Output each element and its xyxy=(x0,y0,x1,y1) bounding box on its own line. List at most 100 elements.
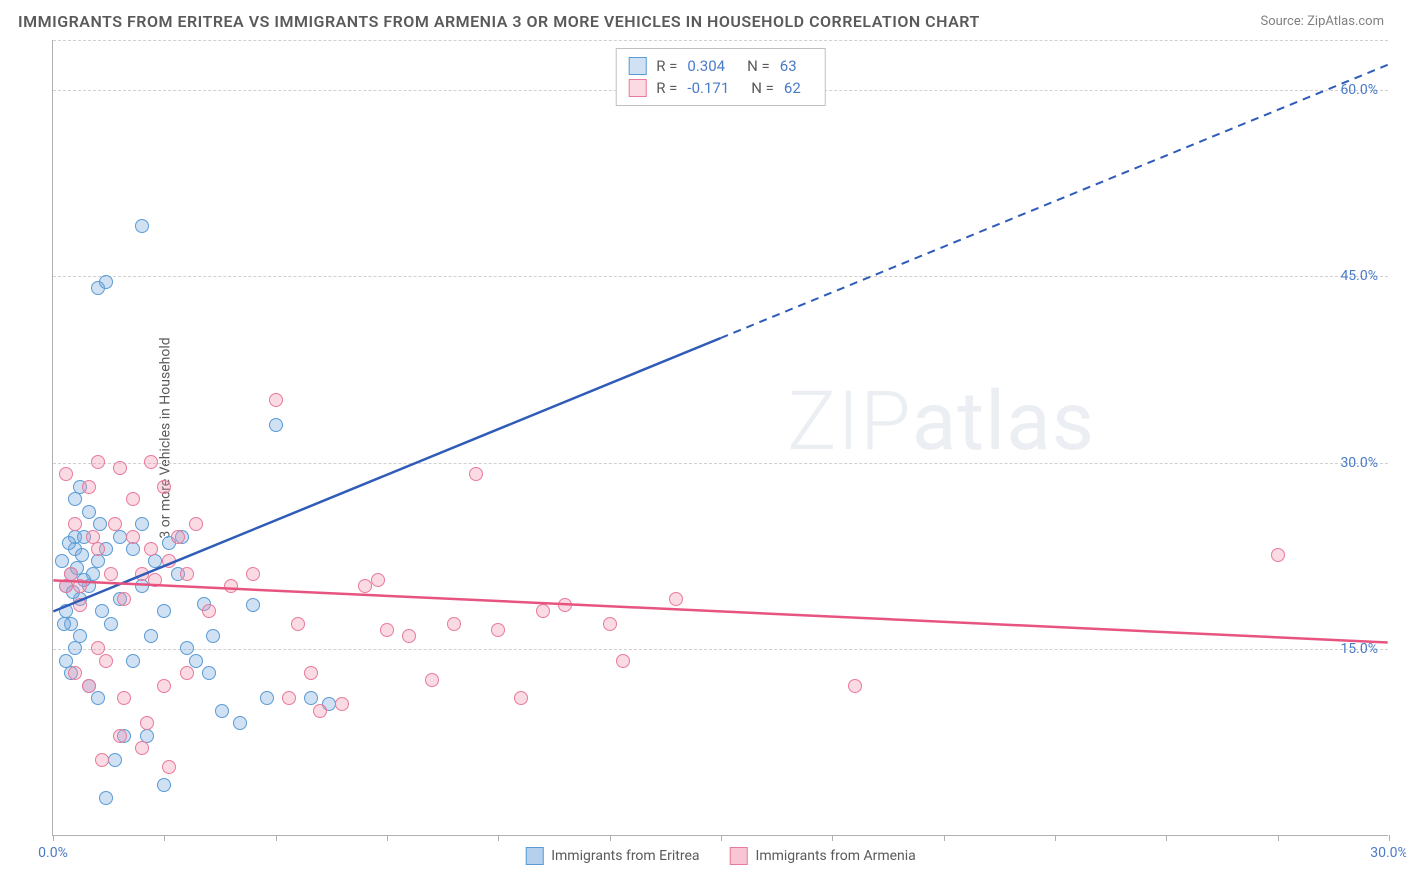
data-point xyxy=(157,778,171,792)
gridline xyxy=(53,40,1388,41)
n-value: 62 xyxy=(784,79,801,97)
data-point xyxy=(99,275,113,289)
x-tick xyxy=(276,835,277,841)
y-tick-label: 45.0% xyxy=(1340,268,1378,284)
data-point xyxy=(491,623,505,637)
data-point xyxy=(82,505,96,519)
n-label: N = xyxy=(751,79,774,97)
chart-title: IMMIGRANTS FROM ERITREA VS IMMIGRANTS FR… xyxy=(18,12,980,31)
x-tick xyxy=(610,835,611,841)
data-point xyxy=(162,760,176,774)
data-point xyxy=(180,641,194,655)
correlation-legend: R = 0.304N = 63R = -0.171N = 62 xyxy=(615,48,826,106)
r-label: R = xyxy=(656,57,677,75)
data-point xyxy=(144,455,158,469)
data-point xyxy=(117,691,131,705)
y-axis-label: 3 or more Vehicles in Household xyxy=(158,337,174,538)
data-point xyxy=(135,741,149,755)
data-point xyxy=(113,461,127,475)
data-point xyxy=(558,598,572,612)
data-point xyxy=(180,666,194,680)
data-point xyxy=(536,604,550,618)
data-point xyxy=(157,480,171,494)
data-point xyxy=(180,567,194,581)
legend-swatch xyxy=(730,847,748,865)
r-value: 0.304 xyxy=(687,57,725,75)
watermark: ZIPatlas xyxy=(787,374,1095,470)
data-point xyxy=(91,554,105,568)
data-point xyxy=(68,492,82,506)
data-point xyxy=(68,666,82,680)
data-point xyxy=(104,617,118,631)
data-point xyxy=(171,530,185,544)
data-point xyxy=(104,567,118,581)
data-point xyxy=(304,666,318,680)
data-point xyxy=(135,567,149,581)
data-point xyxy=(57,617,71,631)
x-tick xyxy=(721,835,722,841)
data-point xyxy=(202,666,216,680)
data-point xyxy=(358,579,372,593)
data-point xyxy=(189,654,203,668)
data-point xyxy=(75,548,89,562)
data-point xyxy=(59,467,73,481)
legend-label: Immigrants from Eritrea xyxy=(551,848,699,864)
data-point xyxy=(157,604,171,618)
data-point xyxy=(140,716,154,730)
x-tick xyxy=(1055,835,1056,841)
data-point xyxy=(95,604,109,618)
data-point xyxy=(269,418,283,432)
x-tick xyxy=(944,835,945,841)
data-point xyxy=(135,219,149,233)
legend-row: R = -0.171N = 62 xyxy=(628,77,813,99)
data-point xyxy=(848,679,862,693)
legend-swatch xyxy=(628,57,646,75)
data-point xyxy=(260,691,274,705)
data-point xyxy=(202,604,216,618)
data-point xyxy=(108,753,122,767)
data-point xyxy=(304,691,318,705)
data-point xyxy=(117,592,131,606)
data-point xyxy=(514,691,528,705)
data-point xyxy=(91,691,105,705)
data-point xyxy=(603,617,617,631)
y-tick-label: 60.0% xyxy=(1340,82,1378,98)
data-point xyxy=(1271,548,1285,562)
x-tick xyxy=(1278,835,1279,841)
x-tick-label: 0.0% xyxy=(38,845,68,861)
data-point xyxy=(126,542,140,556)
legend-item: Immigrants from Eritrea xyxy=(525,847,699,865)
series-legend: Immigrants from EritreaImmigrants from A… xyxy=(525,847,916,865)
data-point xyxy=(86,530,100,544)
data-point xyxy=(380,623,394,637)
data-point xyxy=(148,554,162,568)
data-point xyxy=(126,530,140,544)
data-point xyxy=(291,617,305,631)
data-point xyxy=(469,467,483,481)
data-point xyxy=(162,554,176,568)
r-label: R = xyxy=(656,79,677,97)
data-point xyxy=(73,598,87,612)
data-point xyxy=(99,654,113,668)
data-point xyxy=(335,697,349,711)
data-point xyxy=(126,654,140,668)
data-point xyxy=(95,753,109,767)
data-point xyxy=(91,455,105,469)
data-point xyxy=(447,617,461,631)
x-tick xyxy=(498,835,499,841)
legend-swatch xyxy=(628,79,646,97)
data-point xyxy=(189,517,203,531)
data-point xyxy=(59,579,73,593)
gridline xyxy=(53,463,1388,464)
data-point xyxy=(157,679,171,693)
source-attribution: Source: ZipAtlas.com xyxy=(1260,14,1384,29)
data-point xyxy=(148,573,162,587)
data-point xyxy=(144,629,158,643)
data-point xyxy=(269,393,283,407)
data-point xyxy=(425,673,439,687)
data-point xyxy=(99,791,113,805)
data-point xyxy=(669,592,683,606)
x-tick xyxy=(1389,835,1390,841)
data-point xyxy=(82,679,96,693)
scatter-chart: 3 or more Vehicles in Household 15.0%30.… xyxy=(52,40,1388,836)
